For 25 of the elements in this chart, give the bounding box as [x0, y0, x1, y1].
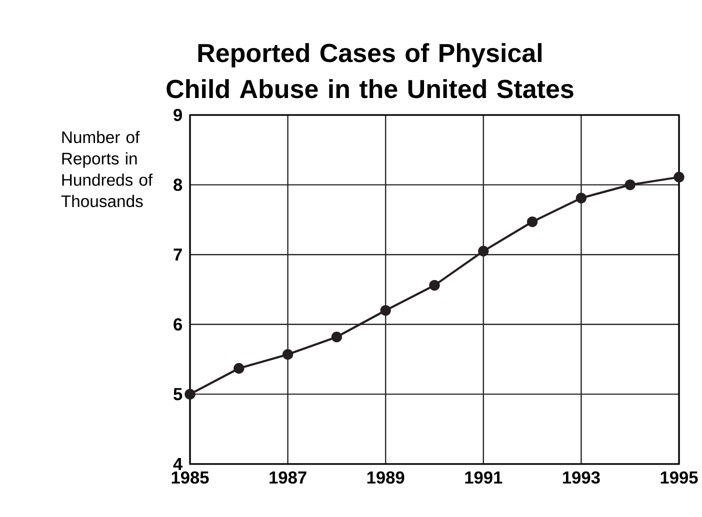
x-tick-label: 1985	[172, 471, 209, 484]
y-tick-label: 6	[174, 318, 182, 331]
point	[526, 216, 538, 228]
x-tick-label: 1995	[660, 471, 698, 484]
point	[234, 363, 244, 374]
point	[624, 179, 636, 190]
point	[576, 192, 587, 204]
x-tick-label: 1991	[465, 471, 502, 484]
y-tick-label: 8	[174, 178, 182, 191]
x-tick-label: 1989	[367, 471, 404, 484]
point	[282, 349, 294, 360]
y-tick-label: 9	[174, 108, 182, 122]
point	[674, 172, 684, 182]
point	[380, 305, 391, 316]
point	[429, 280, 440, 291]
x-tick-label: 1993	[563, 471, 600, 484]
y-tick-label: 4	[173, 458, 183, 470]
point	[331, 332, 342, 342]
point	[478, 246, 489, 256]
y-tick-label: 7	[174, 248, 182, 261]
y-tick-label: 5	[174, 388, 182, 400]
point	[184, 388, 196, 400]
x-tick-label: 1987	[270, 471, 306, 484]
y-axis-title: Number of Reports in Hundreds of Thousands	[61, 130, 153, 208]
chart-title: Reported Cases of Physical Child Abuse in the United States	[166, 43, 574, 98]
